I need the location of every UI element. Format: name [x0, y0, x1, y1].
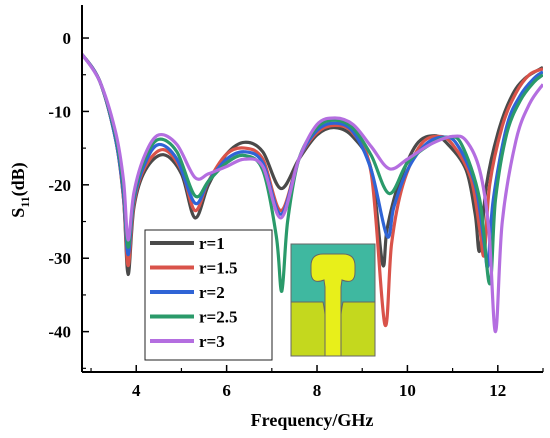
- x-tick-label: 8: [313, 381, 322, 400]
- legend-label-3: r=2: [199, 283, 225, 302]
- inset-patch: [310, 253, 356, 357]
- y-tick-label: 0: [63, 29, 72, 48]
- legend-label-2: r=1.5: [199, 259, 237, 278]
- legend-label-5: r=3: [199, 332, 225, 351]
- legend-box: [144, 229, 273, 361]
- legend: r=1 r=1.5 r=2 r=2.5 r=3: [144, 229, 273, 361]
- antenna-inset: [290, 243, 376, 357]
- x-tick-label: 4: [132, 381, 141, 400]
- ticks: 4 6 8 10 12 0 -10 -20 -30 -40: [48, 29, 544, 400]
- x-tick-label: 12: [489, 381, 506, 400]
- inset-ground-left: [290, 301, 328, 357]
- x-tick-label: 10: [399, 381, 416, 400]
- legend-label-1: r=1: [199, 234, 225, 253]
- plot-lines: [82, 53, 543, 334]
- y-tick-label: -10: [48, 102, 71, 121]
- y-axis-title: S11(dB): [8, 162, 32, 217]
- y-tick-label: -30: [48, 249, 71, 268]
- series-line-5: [82, 53, 543, 334]
- y-tick-label: -20: [48, 176, 71, 195]
- x-tick-label: 6: [222, 381, 231, 400]
- x-axis-title: Frequency/GHz: [251, 410, 374, 430]
- inset-ground-right: [338, 301, 376, 357]
- legend-label-4: r=2.5: [199, 308, 237, 327]
- y-tick-label: -40: [48, 323, 71, 342]
- axes: [81, 5, 543, 373]
